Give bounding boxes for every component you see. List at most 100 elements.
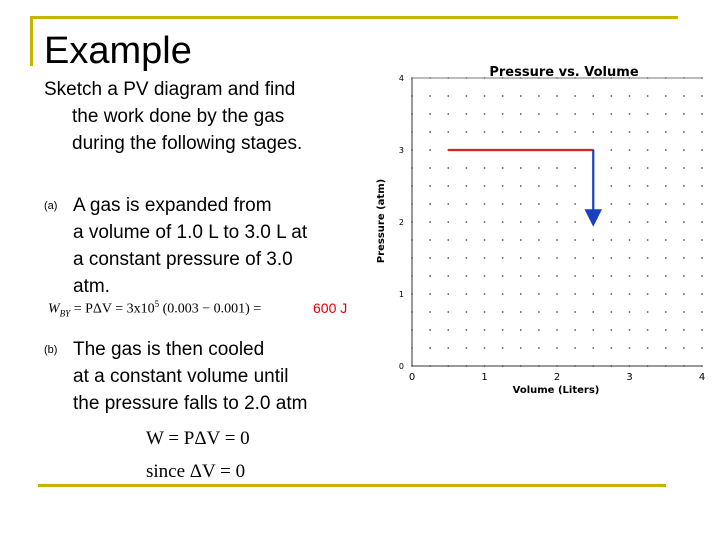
grid-dot <box>646 131 649 133</box>
y-tick-label: 2 <box>399 218 404 227</box>
grid-dot <box>556 185 558 187</box>
grid-dot <box>537 329 540 331</box>
grid-dot <box>501 275 504 277</box>
grid-dot <box>429 167 432 169</box>
grid-dot <box>465 113 468 115</box>
grid-dot <box>628 275 631 277</box>
x-tick-label: 2 <box>554 372 560 383</box>
grid-dot <box>537 167 540 169</box>
part-b-text: The gas is then cooled at a constant vol… <box>73 336 307 417</box>
grid-dot <box>537 185 540 187</box>
part-b-line: at a constant volume until <box>73 366 289 387</box>
part-a-line: A gas is expanded from <box>73 195 272 216</box>
grid-dot <box>465 131 468 133</box>
y-tick-label: 1 <box>399 290 404 299</box>
formula-w: W <box>48 301 60 317</box>
grid-dot <box>519 257 522 259</box>
part-b-marker: (b) <box>44 344 58 356</box>
grid-dot <box>646 113 649 115</box>
grid-dot <box>501 185 504 187</box>
grid-dot <box>465 311 468 313</box>
grid-dot <box>628 149 631 151</box>
grid-dot <box>483 203 486 205</box>
grid-dot <box>592 131 595 133</box>
grid-dot <box>610 239 613 241</box>
grid-dot <box>628 311 631 313</box>
x-tick-label: 0 <box>409 372 415 383</box>
grid-dot <box>483 257 486 259</box>
grid-dot <box>429 185 432 187</box>
work-formula-b: W = PΔV = 0 since ΔV = 0 <box>146 422 250 488</box>
grid-dot <box>465 95 468 97</box>
grid-dot <box>664 185 667 187</box>
grid-dot <box>519 221 522 223</box>
grid-dot <box>501 221 504 223</box>
grid-dot <box>628 257 631 259</box>
grid-dot <box>537 203 540 205</box>
grid-dot <box>556 347 558 349</box>
grid-dot <box>447 113 450 115</box>
grid-dot <box>610 203 613 205</box>
part-a-line: a volume of 1.0 L to 3.0 L at <box>73 222 308 243</box>
grid-dot <box>664 221 667 223</box>
grid-dot <box>519 131 522 133</box>
grid-dot <box>519 239 522 241</box>
grid-dot <box>628 185 631 187</box>
grid-dot <box>664 311 667 313</box>
grid-dot <box>682 221 685 223</box>
grid-dot <box>701 167 703 169</box>
grid-dot <box>610 275 613 277</box>
grid-dot <box>519 95 522 97</box>
grid-dot <box>447 185 450 187</box>
grid-dot <box>483 275 486 277</box>
grid-dot <box>519 167 522 169</box>
grid-dot <box>682 203 685 205</box>
grid-dot <box>465 167 468 169</box>
grid <box>411 77 703 367</box>
grid-dot <box>628 221 631 223</box>
grid-dot <box>447 293 450 295</box>
grid-dot <box>519 347 522 349</box>
grid-dot <box>501 167 504 169</box>
grid-dot <box>574 293 577 295</box>
grid-dot <box>501 95 504 97</box>
grid-dot <box>465 239 468 241</box>
grid-dot <box>447 95 450 97</box>
x-tick-label: 3 <box>626 372 632 383</box>
grid-dot <box>610 293 613 295</box>
grid-dot <box>610 257 613 259</box>
grid-dot <box>664 293 667 295</box>
grid-dot <box>483 311 486 313</box>
grid-dot <box>682 95 685 97</box>
grid-dot <box>701 95 703 97</box>
grid-dot <box>610 95 613 97</box>
intro-line: the work done by the gas <box>72 106 285 127</box>
grid-dot <box>483 293 486 295</box>
x-tick-label: 1 <box>481 372 487 383</box>
grid-dot <box>429 131 432 133</box>
grid-dot <box>537 275 540 277</box>
grid-dot <box>664 347 667 349</box>
grid-dot <box>682 311 685 313</box>
grid-dot <box>664 257 667 259</box>
grid-dot <box>628 167 631 169</box>
grid-dot <box>701 329 703 331</box>
grid-dot <box>646 203 649 205</box>
grid-dot <box>501 239 504 241</box>
grid-dot <box>574 167 577 169</box>
grid-dot <box>429 95 432 97</box>
grid-dot <box>537 293 540 295</box>
work-formula-a: WBY = PΔV = 3x105 (0.003 − 0.001) = <box>48 299 261 318</box>
grid-dot <box>701 239 703 241</box>
grid-dot <box>429 257 432 259</box>
grid-dot <box>483 95 486 97</box>
grid-dot <box>483 167 486 169</box>
grid-dot <box>574 95 577 97</box>
grid-dot <box>628 113 631 115</box>
grid-dot <box>682 275 685 277</box>
grid-dot <box>646 347 649 349</box>
grid-dot <box>682 239 685 241</box>
grid-dot <box>664 167 667 169</box>
grid-dot <box>610 185 613 187</box>
chart-title: Pressure vs. Volume <box>489 65 638 80</box>
